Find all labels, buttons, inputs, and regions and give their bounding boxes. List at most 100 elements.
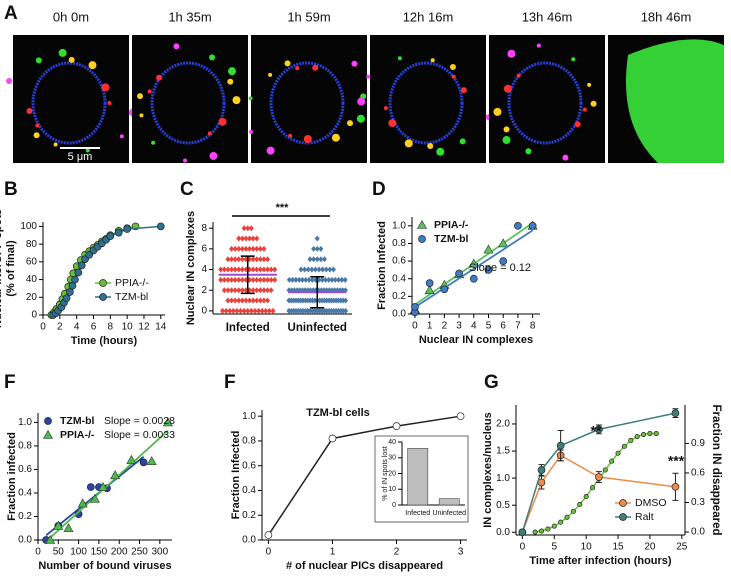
- data-point: [314, 235, 320, 242]
- fluorescent-spot: [232, 96, 241, 105]
- fluorescent-spot: [156, 74, 163, 81]
- data-point: [254, 245, 260, 252]
- data-point: [316, 266, 322, 273]
- x-tick-label: 150: [91, 547, 108, 558]
- marker: [538, 528, 545, 534]
- marker: [162, 417, 173, 427]
- marker: [621, 443, 627, 449]
- data-point: [243, 297, 249, 304]
- data-point: [254, 256, 260, 263]
- marker: [146, 456, 157, 466]
- y2-tick-label: 0.0: [691, 527, 705, 538]
- x-axis-title: # of nuclear PICs disappeared: [286, 560, 443, 572]
- marker: [640, 431, 647, 438]
- legend-label: TZM-bl: [434, 233, 468, 245]
- data-point: [286, 276, 292, 283]
- marker: [518, 528, 527, 537]
- data-point: [220, 307, 226, 314]
- data-point: [314, 256, 320, 263]
- marker: [328, 434, 337, 443]
- y-tick-label: 0.2: [392, 291, 406, 302]
- legend-marker: [619, 499, 627, 507]
- marker: [156, 222, 165, 231]
- x-tick-label: 2: [394, 547, 400, 558]
- marker: [595, 425, 603, 434]
- y-tick-label: 0.8: [18, 441, 32, 452]
- marker: [615, 450, 621, 456]
- data-point: [268, 266, 274, 273]
- data-point: [245, 307, 251, 314]
- x-tick-label: 0: [40, 322, 46, 333]
- data-point: [248, 307, 254, 314]
- data-point: [223, 307, 229, 314]
- legend-marker: [99, 293, 107, 301]
- marker: [595, 473, 603, 481]
- x-tick-label: 8: [530, 321, 536, 332]
- data-point: [261, 256, 267, 263]
- y-tick-label: 1.0: [242, 411, 256, 422]
- data-point: [254, 297, 260, 304]
- annotation: Slope = 0.12: [469, 262, 531, 274]
- x-tick-label: 3: [458, 547, 464, 558]
- fluorescent-spot: [347, 120, 354, 127]
- fluorescent-spot: [183, 158, 188, 163]
- x-tick-label: 100: [70, 547, 87, 558]
- nucleus-outline: [150, 61, 226, 145]
- marker: [86, 483, 95, 491]
- y-tick-label: 0.4: [18, 488, 32, 499]
- y-axis-title: Fraction Infected: [376, 221, 388, 310]
- legend-label: DMSO: [635, 497, 667, 509]
- data-point: [234, 307, 240, 314]
- panel-letter: C: [180, 179, 194, 200]
- fluorescent-spot: [227, 78, 234, 85]
- marker: [483, 244, 494, 254]
- fluorescent-spot: [571, 57, 576, 62]
- fluorescent-spot: [356, 114, 365, 123]
- fluorescent-spot: [525, 148, 532, 155]
- fluorescent-spot: [493, 107, 502, 116]
- panel-letter: F: [224, 372, 236, 393]
- y-tick-label: 0: [31, 310, 37, 321]
- data-point: [342, 276, 348, 283]
- fluorescent-spot: [209, 151, 218, 160]
- marker: [455, 269, 463, 278]
- data-point: [230, 307, 236, 314]
- y-tick-label: 0.5: [496, 500, 510, 511]
- data-point: [303, 276, 309, 283]
- fluorescent-spot: [85, 148, 90, 153]
- marker: [114, 228, 123, 237]
- x-tick-label: 200: [111, 547, 128, 558]
- data-point: [343, 297, 349, 304]
- y-tick-label: 10: [388, 486, 396, 493]
- marker: [392, 422, 401, 430]
- marker: [62, 294, 71, 303]
- data-point: [261, 245, 267, 252]
- data-point: [298, 266, 304, 273]
- data-point: [232, 287, 238, 294]
- marker: [89, 493, 100, 503]
- marker: [126, 454, 137, 464]
- marker: [583, 494, 589, 500]
- data-point: [265, 266, 271, 273]
- y-tick-label: 60: [26, 256, 38, 267]
- x-tick-label: 6: [91, 322, 97, 333]
- y-tick-label: 8: [201, 223, 207, 234]
- fluorescent-spot: [427, 143, 434, 150]
- legend-slope: Slope = 0.0033: [104, 429, 175, 441]
- marker: [123, 225, 131, 233]
- sd-bar: [240, 255, 255, 295]
- y-tick-label: 6: [201, 244, 207, 255]
- y-tick-label: 0: [392, 502, 396, 509]
- data-point: [312, 266, 318, 273]
- data-point: [252, 307, 258, 314]
- nucleus-outline: [31, 61, 107, 145]
- x-axis-title: Nuclear IN complexes: [419, 334, 533, 346]
- fluorescent-spot: [562, 154, 569, 161]
- x-axis-title: Number of bound viruses: [38, 560, 171, 572]
- data-point: [257, 287, 263, 294]
- x-tick-label: Infected: [405, 510, 430, 517]
- data-point: [265, 256, 271, 263]
- x-tick-label: 1: [330, 547, 336, 558]
- y-axis-title: Fraction Infected: [230, 431, 242, 520]
- fluorescent-spot: [35, 123, 40, 128]
